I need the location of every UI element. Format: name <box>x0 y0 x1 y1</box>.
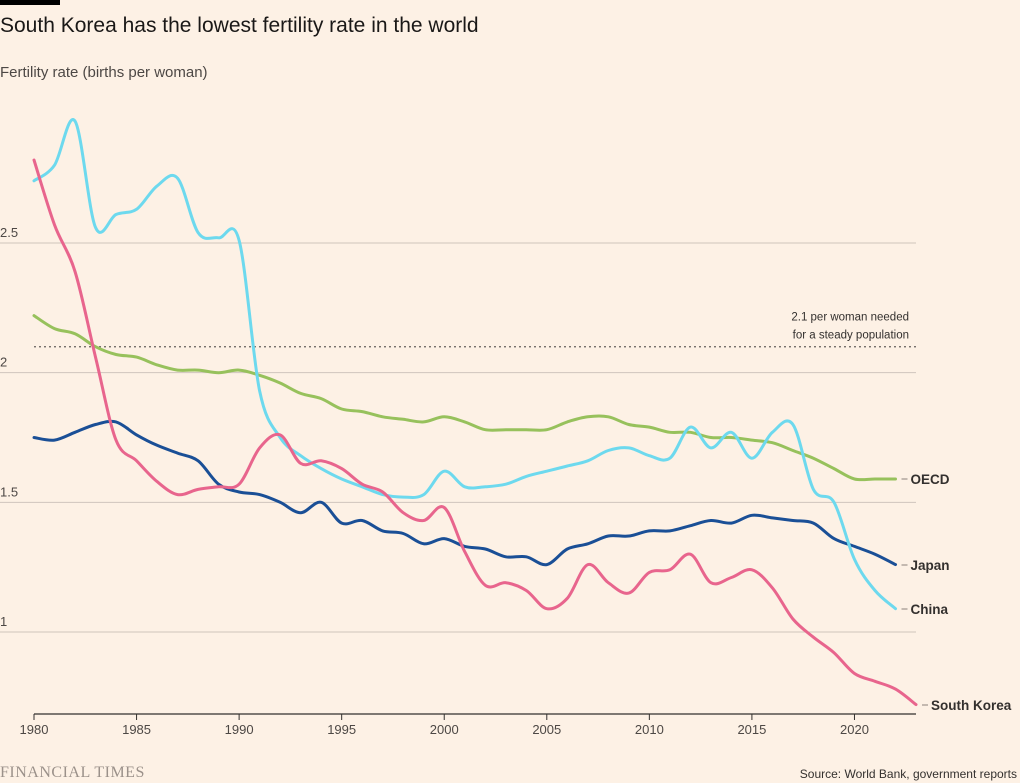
x-tick-label-2015: 2015 <box>737 722 766 737</box>
series-line-japan <box>32 419 897 567</box>
x-tick-label-2005: 2005 <box>532 722 561 737</box>
series-line-oecd <box>32 314 897 482</box>
series-line-china <box>32 118 897 611</box>
x-axis: 1980 1985 1990 1995 2000 2005 2010 2015 2020 <box>20 713 916 737</box>
y-tick-label-2: 2 <box>0 355 7 370</box>
x-tick-label-1980: 1980 <box>20 722 49 737</box>
x-tick-label-1985: 1985 <box>122 722 151 737</box>
source-note: Source: World Bank, government reports <box>799 767 1017 781</box>
x-tick-label-2020: 2020 <box>840 722 869 737</box>
ft-logo: FINANCIAL TIMES <box>0 764 145 781</box>
y-tick-label-1: 1 <box>0 614 7 629</box>
x-tick-label-1995: 1995 <box>327 722 356 737</box>
reference-line-label-2: for a steady population <box>793 330 909 342</box>
series-label-china: China <box>910 602 948 617</box>
x-tick-label-2010: 2010 <box>635 722 664 737</box>
x-tick-label-2000: 2000 <box>430 722 459 737</box>
y-tick-label-2.5: 2.5 <box>0 225 18 240</box>
grid-layer: 1 1.5 2 2.5 <box>0 225 916 633</box>
series-labels: OECD Japan China South Korea <box>901 472 1012 713</box>
series-line-south-korea <box>32 158 918 707</box>
reference-line-label-1: 2.1 per woman needed <box>791 312 909 324</box>
chart-subtitle: Fertility rate (births per woman) <box>0 64 208 81</box>
series-label-oecd: OECD <box>910 472 949 487</box>
y-tick-label-1.5: 1.5 <box>0 484 18 499</box>
series-label-japan: Japan <box>910 558 949 573</box>
ft-top-bar <box>0 0 60 5</box>
chart-title: South Korea has the lowest fertility rat… <box>0 14 479 37</box>
x-tick-label-1990: 1990 <box>225 722 254 737</box>
reference-layer: 2.1 per woman needed for a steady populat… <box>34 312 916 348</box>
series-layer <box>32 118 918 707</box>
series-label-south-korea: South Korea <box>931 698 1012 713</box>
